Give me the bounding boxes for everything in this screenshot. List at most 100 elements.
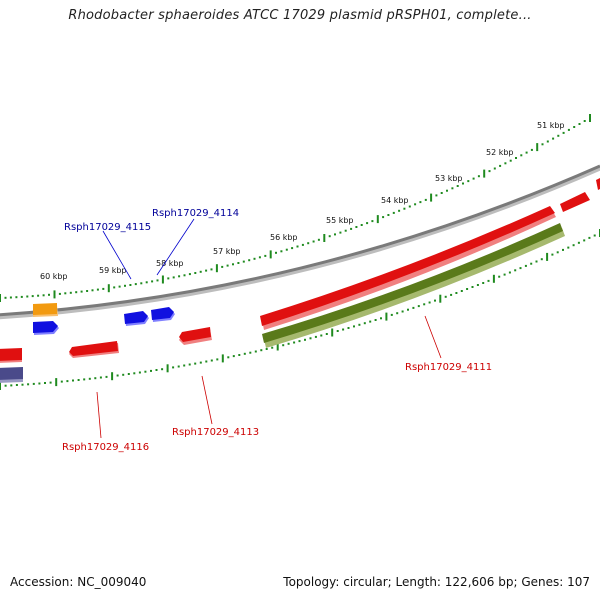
inner-minor-tick: [524, 264, 527, 267]
leader-line-4113: [201, 375, 213, 425]
outer-minor-tick: [86, 290, 89, 292]
inner-minor-tick: [369, 320, 372, 323]
gene-blue-left[interactable]: [33, 321, 59, 335]
inner-minor-tick: [188, 363, 191, 366]
inner-minor-tick: [353, 325, 355, 328]
gene-purple[interactable]: [0, 367, 23, 383]
inner-minor-tick: [216, 358, 219, 361]
gene-label-4116[interactable]: Rsph17029_4116: [62, 442, 149, 453]
outer-minor-tick: [525, 151, 528, 154]
outer-minor-tick: [280, 250, 283, 253]
inner-minor-tick: [487, 279, 490, 282]
outer-minor-tick: [178, 275, 181, 278]
gene-blue-4115[interactable]: [124, 311, 149, 326]
inner-minor-tick: [15, 384, 18, 386]
outer-minor-tick: [488, 170, 491, 173]
inner-major-tick: [331, 328, 334, 337]
gene-label-4113[interactable]: Rsph17029_4113: [172, 427, 259, 438]
outer-minor-tick: [477, 175, 480, 178]
inner-minor-tick: [342, 328, 345, 331]
inner-minor-tick: [94, 377, 97, 380]
outer-minor-tick: [232, 263, 234, 266]
outer-minor-tick: [435, 194, 438, 197]
outer-minor-tick: [334, 233, 336, 236]
inner-minor-tick: [282, 344, 285, 347]
outer-minor-tick: [15, 296, 18, 299]
outer-major-tick: [161, 275, 164, 284]
inner-major-tick: [111, 372, 114, 381]
scale-label-52kbp: 52 kbp: [486, 148, 514, 157]
outer-minor-tick: [552, 137, 555, 140]
inner-major-tick: [385, 312, 388, 321]
gene-label-4115[interactable]: Rsph17029_4115: [64, 222, 151, 233]
outer-minor-tick: [31, 295, 34, 298]
outer-minor-tick: [509, 159, 512, 162]
outer-minor-tick: [264, 254, 267, 257]
gene-red-right-edge-2[interactable]: [596, 177, 600, 190]
inner-minor-tick: [133, 372, 136, 375]
outer-minor-tick: [467, 180, 470, 183]
gene-orange[interactable]: [33, 303, 58, 317]
outer-minor-tick: [134, 283, 137, 286]
outer-minor-tick: [37, 294, 40, 297]
inner-minor-tick: [309, 337, 312, 340]
inner-minor-tick: [66, 380, 69, 383]
gene-label-4114[interactable]: Rsph17029_4114: [152, 208, 239, 219]
inner-major-tick: [55, 378, 58, 387]
outer-major-tick: [0, 294, 1, 302]
inner-minor-tick: [183, 364, 186, 367]
inner-minor-tick: [265, 348, 268, 350]
inner-minor-tick: [4, 384, 7, 387]
outer-major-tick: [536, 143, 539, 152]
outer-minor-tick: [520, 154, 523, 157]
outer-minor-tick: [75, 291, 78, 294]
inner-major-tick: [221, 354, 224, 363]
inner-minor-tick: [556, 251, 559, 254]
gene-red-right-edge-1[interactable]: [560, 192, 590, 212]
inner-minor-tick: [10, 384, 13, 387]
inner-minor-tick: [444, 295, 447, 298]
inner-major-tick: [492, 274, 495, 283]
outer-minor-tick: [291, 247, 294, 250]
outer-minor-tick: [414, 203, 417, 206]
scale-label-59kbp: 59 kbp: [99, 266, 127, 275]
gene-large-red-forward[interactable]: [260, 206, 556, 330]
gene-green-reverse[interactable]: [262, 223, 565, 348]
inner-minor-tick: [455, 292, 458, 294]
inner-minor-tick: [428, 301, 431, 304]
inner-minor-tick: [434, 299, 436, 302]
inner-minor-tick: [249, 351, 252, 354]
inner-major-tick: [439, 294, 442, 303]
gene-blue-4114[interactable]: [151, 307, 175, 322]
outer-minor-tick: [562, 131, 565, 134]
outer-minor-tick: [4, 296, 7, 299]
inner-minor-tick: [199, 361, 202, 364]
inner-minor-tick: [138, 371, 141, 374]
outer-minor-tick: [26, 295, 29, 298]
gene-label-4111[interactable]: Rsph17029_4111: [405, 362, 492, 373]
inner-minor-tick: [530, 262, 533, 265]
inner-minor-tick: [358, 323, 361, 326]
inner-minor-tick: [519, 267, 522, 270]
inner-minor-tick: [293, 341, 296, 344]
outer-major-tick: [430, 193, 433, 202]
inner-minor-tick: [271, 346, 274, 349]
scale-label-54kbp: 54 kbp: [381, 196, 409, 205]
inner-minor-tick: [593, 234, 596, 237]
gene-red-left-edge[interactable]: [0, 348, 22, 363]
outer-minor-tick: [205, 269, 208, 272]
inner-minor-tick: [205, 360, 208, 363]
gene-red-4116[interactable]: [69, 341, 119, 358]
outer-minor-tick: [546, 140, 549, 143]
outer-major-tick: [215, 264, 218, 273]
inner-minor-tick: [83, 378, 86, 381]
inner-minor-tick: [417, 305, 420, 308]
backbone-shadow: [0, 165, 600, 320]
outer-minor-tick: [64, 292, 67, 295]
outer-minor-tick: [253, 257, 256, 260]
gene-red-4113[interactable]: [179, 327, 212, 345]
inner-minor-tick: [572, 244, 575, 247]
outer-minor-tick: [145, 281, 148, 284]
outer-minor-tick: [42, 294, 45, 297]
